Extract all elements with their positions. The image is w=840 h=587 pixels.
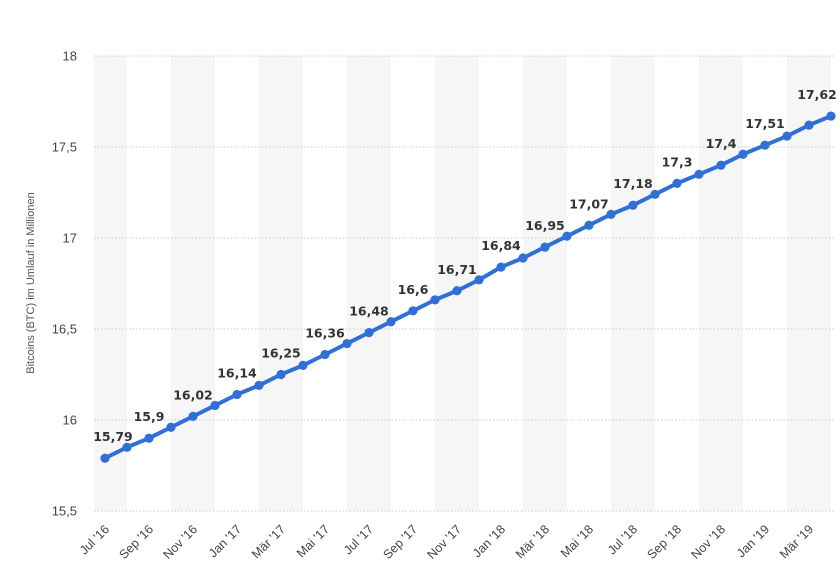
data-label: 16,25: [261, 346, 301, 361]
data-label: 16,71: [437, 262, 477, 277]
data-point: [386, 317, 396, 327]
data-label: 16,6: [398, 282, 429, 297]
x-tick-label: Nov '16: [161, 522, 201, 562]
data-label: 17,4: [706, 136, 737, 151]
data-label: 17,3: [662, 154, 693, 169]
data-point: [782, 131, 792, 141]
x-tick-label: Mär '18: [513, 522, 552, 561]
data-point: [188, 411, 198, 421]
y-tick-label: 18: [63, 49, 77, 64]
band: [259, 56, 303, 511]
data-point: [320, 349, 330, 360]
data-point: [826, 111, 836, 121]
data-point: [584, 220, 594, 230]
y-axis-label: Bitcoins (BTC) im Umlauf in Millionen: [25, 192, 37, 374]
data-point: [408, 306, 418, 316]
band: [347, 56, 391, 511]
data-point: [232, 389, 242, 400]
data-label: 16,84: [481, 238, 521, 253]
x-tick-label: Jan '18: [470, 522, 508, 560]
data-point: [518, 253, 528, 263]
data-point: [672, 178, 682, 188]
x-tick-label: Mär '17: [249, 522, 288, 561]
data-point: [100, 453, 110, 463]
data-point: [628, 200, 638, 210]
x-tick-label: Sep '18: [645, 522, 685, 562]
data-point: [716, 160, 726, 170]
data-label: 16,02: [173, 387, 213, 402]
data-point: [430, 295, 440, 305]
band: [699, 56, 743, 511]
band: [523, 56, 567, 511]
data-point: [166, 422, 176, 432]
data-label: 15,79: [93, 429, 133, 444]
data-point: [342, 338, 352, 349]
data-point: [606, 209, 616, 219]
data-point: [210, 400, 220, 411]
x-tick-label: Mai '18: [558, 522, 596, 560]
data-point: [452, 286, 462, 296]
data-point: [364, 328, 374, 338]
series-line: [103, 114, 833, 461]
data-label: 17,07: [569, 196, 609, 211]
series-layer: [100, 111, 836, 463]
data-label: 16,95: [525, 218, 565, 233]
y-tick-label: 17: [63, 231, 77, 246]
x-tick-label: Jul '16: [77, 522, 112, 557]
y-tick-label: 16,5: [52, 322, 77, 337]
band: [611, 56, 655, 511]
x-axis-ticks: Jul '16 Sep '16 Nov '16 Jan '17 Mär '17 Mai '…: [77, 522, 816, 562]
x-tick-label: Sep '17: [381, 522, 421, 562]
alternating-bands: [94, 56, 831, 511]
data-label: 16,48: [349, 304, 389, 319]
y-tick-label: 17,5: [52, 140, 77, 155]
data-label: 17,51: [745, 116, 785, 131]
data-point: [650, 189, 660, 199]
data-label: 17,18: [613, 176, 653, 191]
data-point: [144, 433, 154, 443]
data-point: [738, 149, 748, 159]
x-tick-label: Jul '18: [605, 522, 640, 557]
data-point: [562, 231, 572, 241]
data-point: [694, 169, 704, 179]
x-tick-label: Nov '17: [425, 522, 465, 562]
data-point: [804, 120, 814, 130]
x-tick-label: Nov '18: [689, 522, 729, 562]
y-tick-label: 15,5: [52, 504, 77, 519]
band: [171, 56, 215, 511]
data-point: [540, 242, 550, 252]
x-tick-label: Jul '17: [341, 522, 376, 557]
data-point: [276, 369, 286, 380]
data-point: [496, 262, 506, 272]
data-point: [474, 275, 484, 285]
data-label: 17,62: [797, 87, 837, 102]
x-tick-label: Jan '19: [734, 522, 772, 560]
data-point: [760, 140, 770, 150]
data-point: [122, 442, 132, 452]
x-tick-label: Mär '19: [777, 522, 816, 561]
x-tick-label: Mai '17: [294, 522, 332, 560]
y-tick-label: 16: [63, 413, 77, 428]
band: [94, 56, 127, 511]
x-tick-label: Jan '17: [206, 522, 244, 560]
data-label: 16,36: [305, 325, 345, 340]
data-point: [298, 360, 308, 370]
data-label: 16,14: [217, 366, 257, 381]
data-label: 15,9: [134, 409, 165, 424]
x-tick-label: Sep '16: [117, 522, 157, 562]
data-point: [254, 380, 264, 391]
gridlines: [94, 55, 836, 512]
y-axis-ticks: 15,5 16 16,5 17 17,5 18: [52, 49, 77, 519]
